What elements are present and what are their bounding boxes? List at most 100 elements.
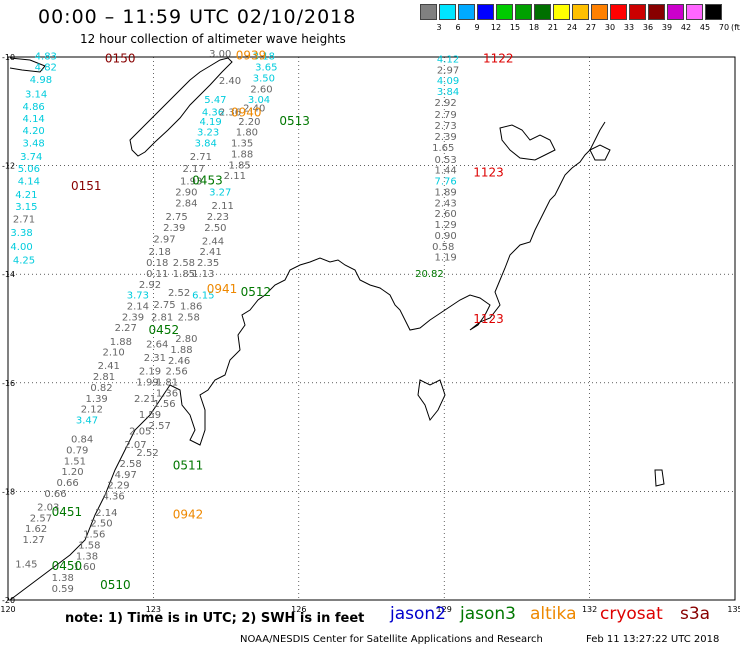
wave-height-reading: 3.14 [25, 90, 47, 101]
coastline-australia [9, 121, 606, 601]
wave-height-reading: 1.88 [170, 345, 192, 356]
wave-height-reading: 0.90 [435, 231, 457, 242]
wave-height-reading: 4.21 [15, 190, 37, 201]
coastline-bonaparte-islands [417, 379, 446, 422]
wave-height-reading: 2.41 [98, 361, 120, 372]
scale-label: 45 [699, 23, 711, 32]
lat-label: -18 [2, 487, 15, 496]
wave-height-reading: 2.75 [153, 300, 175, 311]
scale-label: 24 [566, 23, 578, 32]
wave-height-reading: 3.48 [23, 139, 45, 150]
wave-height-reading: 1.93 [180, 177, 202, 188]
wave-height-reading: 0.82 [90, 383, 112, 394]
wave-height-reading: 3.73 [127, 291, 149, 302]
pass-time-label: 0939 [236, 49, 267, 63]
wave-height-reading: 1.38 [52, 573, 74, 584]
wave-height-reading: 3.47 [76, 416, 98, 427]
scale-label: 27 [585, 23, 597, 32]
wave-height-reading: 1.19 [435, 253, 457, 264]
wave-height-reading: 4.36 [103, 492, 125, 503]
wave-height-reading: 2.97 [153, 235, 175, 246]
wave-height-reading: 1.45 [15, 559, 37, 570]
lon-label: 135 [727, 605, 740, 614]
satellite-jason2: jason2 [390, 604, 446, 624]
wave-height-reading: 1.20 [61, 467, 83, 478]
wave-height-reading: 1.35 [231, 139, 253, 150]
wave-height-reading: 1.51 [64, 456, 86, 467]
scale-label: 42 [680, 23, 692, 32]
scale-swatch [534, 4, 551, 20]
wave-height-reading: 2.58 [178, 312, 200, 323]
pass-time-label: 0941 [207, 282, 238, 296]
wave-height-reading: 1.56 [83, 530, 105, 541]
wave-height-reading: 5.06 [18, 164, 40, 175]
wave-height-reading: 2.31 [144, 353, 166, 364]
wave-height-reading: 2.23 [207, 212, 229, 223]
scale-label: 6 [455, 23, 461, 32]
pass-time-label: 0451 [52, 505, 83, 519]
wave-height-reading: 2.71 [190, 152, 212, 163]
wave-height-reading: 2.71 [13, 215, 35, 226]
wave-height-reading: 7.76 [435, 177, 457, 188]
scale-label: 39 [661, 23, 673, 32]
wave-height-reading: 2.79 [435, 110, 457, 121]
wave-height-reading: 2.05 [129, 426, 151, 437]
wave-height-reading: 2.52 [168, 288, 190, 299]
wave-height-reading: 2.14 [127, 301, 149, 312]
coastline-north-island [9, 57, 46, 73]
pass-time-label: 0151 [71, 179, 102, 193]
pass-time-label: 0942 [173, 508, 204, 522]
wave-height-reading: 2.81 [93, 372, 115, 383]
wave-height-reading: 4.86 [23, 102, 45, 113]
lat-label: -16 [2, 379, 15, 388]
wave-height-reading: 0.58 [432, 242, 454, 253]
scale-swatch [591, 4, 608, 20]
satellite-altika: altika [530, 604, 577, 624]
wave-height-reading: 2.39 [122, 312, 144, 323]
wave-height-reading: 1.85 [173, 269, 195, 280]
wave-height-reading: 2.07 [124, 440, 146, 451]
wave-height-reading: 0.79 [66, 445, 88, 456]
scale-label: 70 [718, 23, 730, 32]
wave-height-reading: 3.84 [437, 87, 459, 98]
wave-height-reading: 2.27 [115, 323, 137, 334]
wave-height-reading: 2.14 [95, 508, 117, 519]
wave-height-reading: 3.38 [10, 228, 32, 239]
wave-height-reading: 2.50 [204, 223, 226, 234]
pass-time-label: 0452 [149, 323, 180, 337]
scale-swatch [458, 4, 475, 20]
lon-label: 132 [582, 605, 597, 614]
lon-label: 120 [0, 605, 15, 614]
wave-height-reading: 2.57 [149, 421, 171, 432]
wave-height-reading: 1.86 [180, 301, 202, 312]
wave-height-reading: 2.64 [146, 340, 168, 351]
wave-height-reading: 2.18 [149, 247, 171, 258]
wave-height-reading: 2.17 [182, 164, 204, 175]
wave-height-reading: 1.36 [156, 388, 178, 399]
scale-label: 36 [642, 23, 654, 32]
wave-height-reading: 0.66 [44, 489, 66, 500]
lat-label: -10 [2, 53, 15, 62]
wave-height-reading: 1.29 [435, 220, 457, 231]
wave-height-reading: 4.12 [437, 54, 459, 65]
wave-height-reading: 2.46 [168, 356, 190, 367]
lat-label: -14 [2, 270, 15, 279]
wave-height-reading: 1.81 [156, 378, 178, 389]
pass-time-label: 0453 [192, 174, 223, 188]
pass-time-label: 0150 [105, 51, 136, 65]
coastline-tiwi-melville [499, 124, 556, 161]
wave-height-reading: 0.53 [435, 155, 457, 166]
lon-label: 123 [146, 605, 161, 614]
scale-swatch [420, 4, 437, 20]
wave-height-reading: 3.00 [209, 49, 231, 60]
satellite-s3a: s3a [680, 604, 711, 624]
wave-height-reading: 20.82 [415, 269, 444, 280]
coastline-timor [129, 57, 233, 157]
wave-height-reading: 4.00 [10, 242, 32, 253]
scale-label: 12 [490, 23, 502, 32]
wave-height-reading: 4.83 [35, 52, 57, 63]
scale-swatch [496, 4, 513, 20]
coastline-east-island [589, 144, 611, 161]
pass-time-label: 0512 [241, 285, 272, 299]
wave-height-reading: 3.18 [253, 52, 275, 63]
